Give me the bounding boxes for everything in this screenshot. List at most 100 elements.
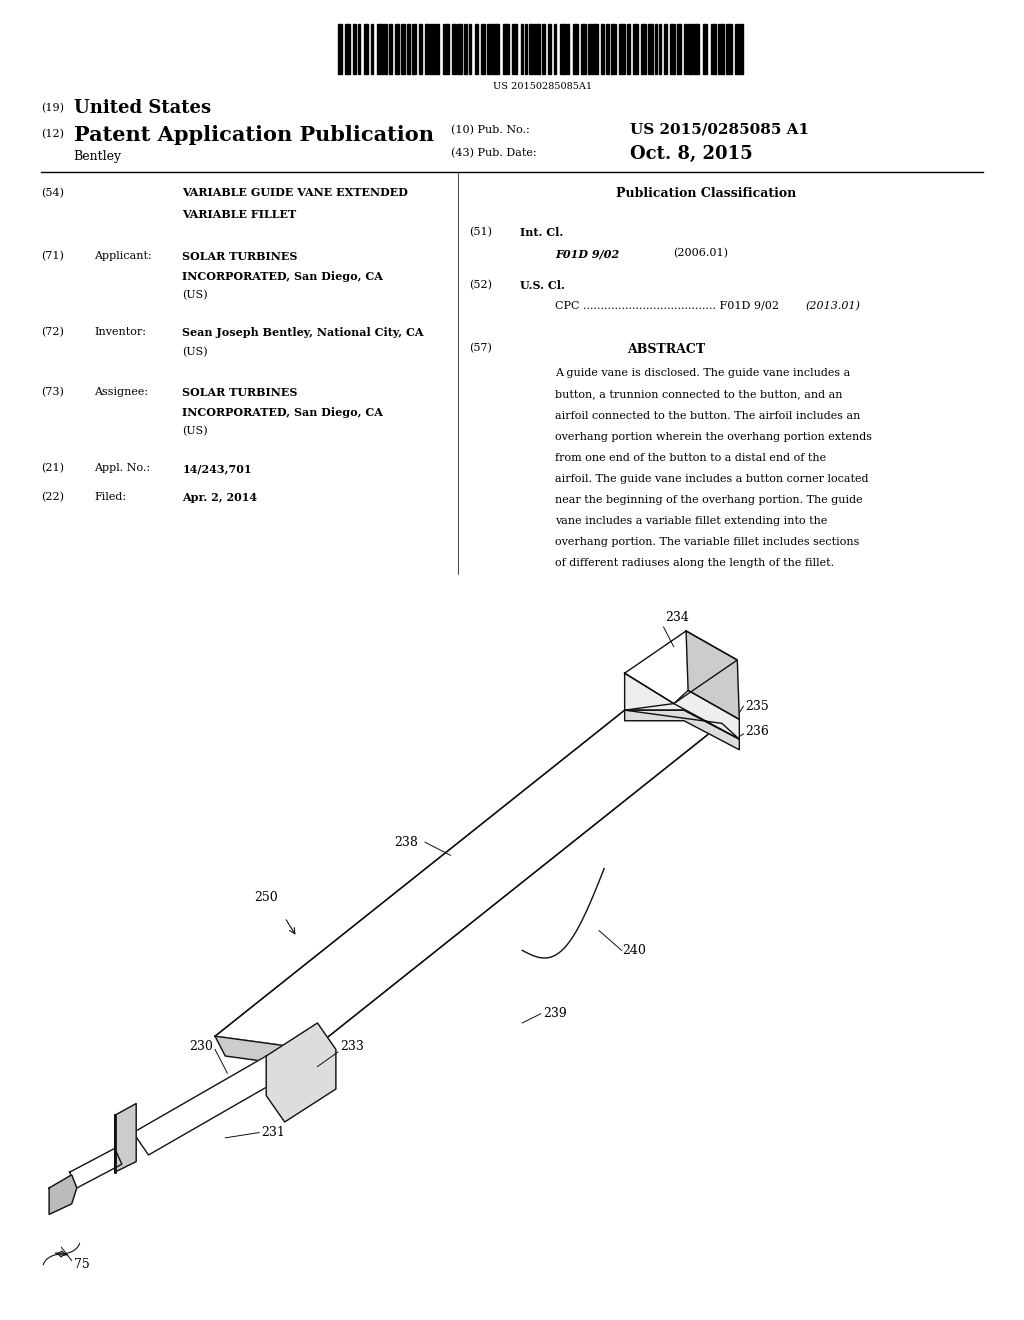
Bar <box>503 24 509 74</box>
Bar <box>605 24 609 74</box>
Text: (19): (19) <box>41 103 63 114</box>
Text: overhang portion wherein the overhang portion extends: overhang portion wherein the overhang po… <box>555 432 872 442</box>
Bar <box>378 24 383 74</box>
Text: 235: 235 <box>745 700 769 713</box>
Text: 238: 238 <box>394 836 418 849</box>
Text: vane includes a variable fillet extending into the: vane includes a variable fillet extendin… <box>555 516 827 527</box>
Polygon shape <box>133 1056 282 1155</box>
Text: Filed:: Filed: <box>94 492 126 503</box>
Text: (US): (US) <box>182 426 208 437</box>
Text: near the beginning of the overhang portion. The guide: near the beginning of the overhang porti… <box>555 495 862 506</box>
Text: (72): (72) <box>41 327 63 338</box>
Text: A guide vane is disclosed. The guide vane includes a: A guide vane is disclosed. The guide van… <box>555 368 850 379</box>
Polygon shape <box>625 704 739 739</box>
Polygon shape <box>266 1023 336 1122</box>
Text: United States: United States <box>74 99 211 117</box>
Bar <box>400 24 406 74</box>
Text: Appl. No.:: Appl. No.: <box>94 463 151 474</box>
Text: Patent Application Publication: Patent Application Publication <box>74 125 434 145</box>
Text: button, a trunnion connected to the button, and an: button, a trunnion connected to the butt… <box>555 389 843 400</box>
Bar <box>357 24 359 74</box>
Polygon shape <box>625 673 739 739</box>
Text: 234: 234 <box>666 611 689 624</box>
Text: (57): (57) <box>469 343 492 354</box>
Bar <box>601 24 604 74</box>
Text: 14/243,701: 14/243,701 <box>182 463 252 474</box>
Bar <box>442 24 449 74</box>
Text: F01D 9/02: F01D 9/02 <box>555 248 620 259</box>
Text: US 2015/0285085 A1: US 2015/0285085 A1 <box>630 123 809 137</box>
Text: (43) Pub. Date:: (43) Pub. Date: <box>451 148 537 158</box>
Bar <box>641 24 646 74</box>
Bar <box>419 24 422 74</box>
Text: (2006.01): (2006.01) <box>673 248 728 259</box>
Text: Apr. 2, 2014: Apr. 2, 2014 <box>182 492 257 503</box>
Bar <box>618 24 625 74</box>
Bar <box>702 24 708 74</box>
Bar <box>529 24 532 74</box>
Text: 231: 231 <box>261 1126 285 1139</box>
Bar <box>735 24 738 74</box>
Bar <box>535 24 540 74</box>
Text: ABSTRACT: ABSTRACT <box>627 343 705 356</box>
Bar <box>726 24 731 74</box>
Text: Oct. 8, 2015: Oct. 8, 2015 <box>630 145 753 164</box>
Bar <box>627 24 630 74</box>
Bar <box>524 24 527 74</box>
Text: (51): (51) <box>469 227 492 238</box>
Bar <box>655 24 657 74</box>
Bar <box>494 24 500 74</box>
Text: (52): (52) <box>469 280 492 290</box>
Bar <box>520 24 523 74</box>
Text: airfoil. The guide vane includes a button corner located: airfoil. The guide vane includes a butto… <box>555 474 868 484</box>
Bar <box>512 24 517 74</box>
Polygon shape <box>686 631 739 719</box>
Bar <box>588 24 591 74</box>
Bar <box>711 24 716 74</box>
Text: (22): (22) <box>41 492 63 503</box>
Bar <box>372 24 374 74</box>
Bar <box>718 24 724 74</box>
Bar <box>338 24 341 74</box>
Bar <box>430 24 435 74</box>
Text: Assignee:: Assignee: <box>94 387 148 397</box>
Bar <box>670 24 676 74</box>
Text: 236: 236 <box>745 725 769 738</box>
Bar <box>457 24 462 74</box>
Bar <box>567 24 569 74</box>
Text: (2013.01): (2013.01) <box>806 301 861 312</box>
Bar <box>611 24 616 74</box>
Text: (12): (12) <box>41 129 63 140</box>
Text: U.S. Cl.: U.S. Cl. <box>520 280 565 290</box>
Text: CPC ...................................... F01D 9/02: CPC ....................................… <box>555 301 779 312</box>
Bar <box>436 24 439 74</box>
Text: INCORPORATED, San Diego, CA: INCORPORATED, San Diego, CA <box>182 407 383 417</box>
Bar <box>384 24 387 74</box>
Text: Applicant:: Applicant: <box>94 251 152 261</box>
Bar <box>353 24 356 74</box>
Bar <box>572 24 578 74</box>
Bar <box>688 24 691 74</box>
Text: overhang portion. The variable fillet includes sections: overhang portion. The variable fillet in… <box>555 537 859 548</box>
Text: 240: 240 <box>623 944 646 957</box>
Text: of different radiuses along the length of the fillet.: of different radiuses along the length o… <box>555 558 835 569</box>
Bar <box>542 24 545 74</box>
Polygon shape <box>70 1148 122 1188</box>
Text: (US): (US) <box>182 290 208 301</box>
Polygon shape <box>215 1036 323 1069</box>
Text: airfoil connected to the button. The airfoil includes an: airfoil connected to the button. The air… <box>555 411 860 421</box>
Bar <box>395 24 398 74</box>
Text: 233: 233 <box>340 1040 364 1053</box>
Bar <box>364 24 368 74</box>
Bar <box>684 24 687 74</box>
Bar <box>693 24 699 74</box>
Polygon shape <box>115 1104 136 1172</box>
Bar <box>481 24 484 74</box>
Bar <box>487 24 492 74</box>
Text: INCORPORATED, San Diego, CA: INCORPORATED, San Diego, CA <box>182 271 383 281</box>
Bar <box>658 24 660 74</box>
Text: from one end of the button to a distal end of the: from one end of the button to a distal e… <box>555 453 826 463</box>
Bar <box>593 24 598 74</box>
Text: (US): (US) <box>182 347 208 358</box>
Text: (10) Pub. No.:: (10) Pub. No.: <box>451 125 529 136</box>
